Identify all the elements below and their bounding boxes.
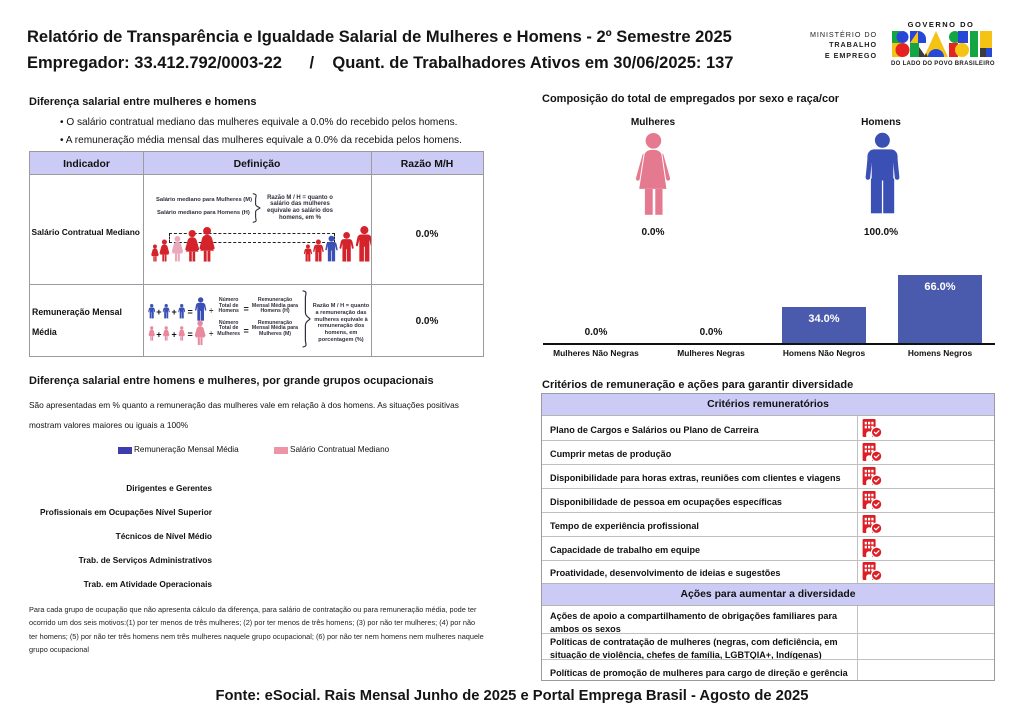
svg-text:+: + [172, 330, 177, 340]
svg-text:+: + [156, 330, 161, 340]
svg-text:+: + [172, 307, 177, 317]
svg-text:=: = [188, 330, 193, 340]
svg-text:+: + [156, 307, 161, 317]
svg-text:=: = [188, 307, 193, 317]
